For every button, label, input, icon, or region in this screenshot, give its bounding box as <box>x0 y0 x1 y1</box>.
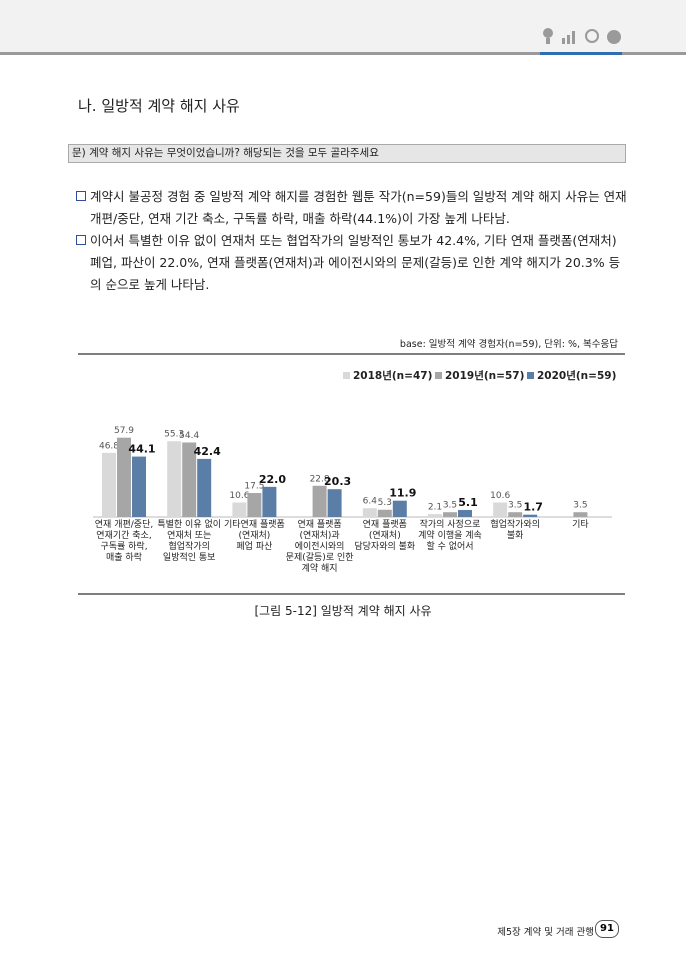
bar <box>197 458 212 517</box>
bullet: 계약시 불공정 경험 중 일방적 계약 해지를 경험한 웹툰 작가(n=59)들… <box>76 186 630 230</box>
bar <box>182 442 197 517</box>
bar <box>247 493 262 517</box>
data-label: 54.4 <box>179 431 199 441</box>
page-number: 91 <box>595 920 619 938</box>
footer-chapter: 제5장 계약 및 거래 관행 <box>497 927 594 938</box>
data-label: 42.4 <box>194 445 221 458</box>
data-label: 46.8 <box>99 441 119 451</box>
legend-swatch <box>343 372 350 379</box>
x-tick-label: 협업작가와의 불화 <box>490 518 540 541</box>
bar <box>102 452 116 517</box>
legend-swatch <box>527 372 534 379</box>
bar <box>493 502 508 517</box>
data-label: 5.1 <box>458 496 478 509</box>
x-tick-label: 연재 플랫폼 (연재처) 담당자와의 불화 <box>354 519 415 552</box>
bar <box>523 514 538 517</box>
data-label: 5.3 <box>378 498 392 508</box>
header-icons <box>543 28 621 44</box>
data-label: 57.9 <box>114 426 134 436</box>
header-band <box>0 0 686 55</box>
bar <box>392 500 407 517</box>
bar <box>443 512 457 517</box>
legend-label: 2019년(n=57) <box>445 369 524 382</box>
bar <box>132 456 146 517</box>
data-label: 22.8 <box>310 474 330 484</box>
bullet: 이어서 특별한 이유 없이 연재처 또는 협업작가의 일방적인 통보가 42.4… <box>76 230 630 296</box>
bar <box>573 512 588 517</box>
bar <box>508 512 523 517</box>
question: 문) 계약 해지 사유는 무엇이었습니까? 해당되는 것을 모두 골라주세요 <box>68 144 626 163</box>
bar <box>262 486 277 517</box>
data-label: 6.4 <box>363 497 378 507</box>
bar <box>167 441 182 517</box>
header-accent <box>540 52 622 55</box>
bar <box>377 509 392 517</box>
x-tick-label: 연재 플랫폼 (연재처)과 에이전시와의 문제(갈등)로 인한 계약 해지 <box>286 519 354 574</box>
x-tick-label: 연재 개편/중단, 연재기간 축소, 구독률 하락, 매출 하락 <box>95 518 153 563</box>
bar <box>232 502 247 517</box>
bar <box>362 508 377 517</box>
bar <box>117 437 131 517</box>
x-tick-label: 특별한 이유 없이 연재처 또는 협업작가의 일방적인 통보 <box>157 519 221 563</box>
x-tick-label: 작가의 사정으로 계약 이행을 계속 할 수 없어서 <box>418 519 482 552</box>
legend-label: 2018년(n=47) <box>353 369 432 382</box>
data-label: 11.9 <box>389 487 416 500</box>
data-label: 2.1 <box>428 503 442 513</box>
x-tick-label: 기타 <box>572 519 589 530</box>
data-label: 17.5 <box>244 482 264 492</box>
data-label: 10.6 <box>229 491 249 501</box>
data-label: 20.3 <box>324 475 351 488</box>
data-label: 55.3 <box>164 430 184 440</box>
data-label: 44.1 <box>128 443 155 456</box>
data-label: 10.6 <box>490 491 510 501</box>
bar <box>327 489 342 517</box>
data-label: 1.7 <box>523 501 543 514</box>
x-tick-label: 기타연재 플랫폼 (연재처) 폐업 파산 <box>224 519 285 552</box>
data-label: 22.0 <box>259 473 286 486</box>
bar <box>312 485 327 517</box>
base-note: base: 일방적 계약 경험자(n=59), 단위: %, 복수응답 <box>399 339 618 350</box>
legend-swatch <box>435 372 442 379</box>
data-label: 3.5 <box>508 501 522 511</box>
bar <box>458 510 472 517</box>
caption: [그림 5-12] 일방적 계약 해지 사유 <box>254 604 432 618</box>
legend-label: 2020년(n=59) <box>537 369 616 382</box>
section-title: 나. 일방적 계약 해지 사유 <box>78 97 240 115</box>
bar <box>428 514 442 517</box>
data-label: 3.5 <box>443 501 457 511</box>
data-label: 3.5 <box>573 501 587 511</box>
